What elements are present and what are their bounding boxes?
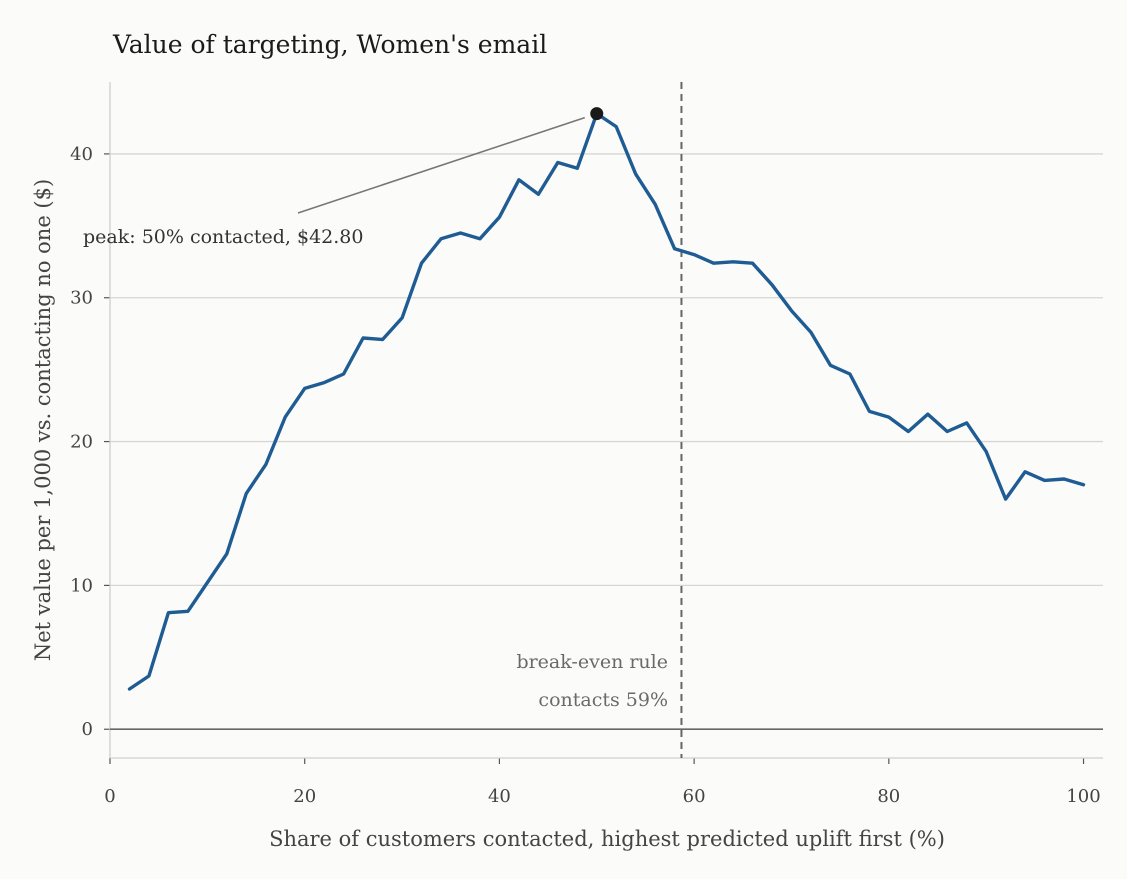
peak-point: [590, 107, 604, 121]
y-tick-label: 10: [70, 575, 93, 596]
y-tick-label: 0: [82, 719, 93, 740]
breakeven-label-line2: contacts 59%: [538, 689, 668, 711]
axes: [104, 82, 1103, 764]
annotations: peak: 50% contacted, $42.80 break-even r…: [83, 116, 668, 711]
gridlines: [110, 153, 1103, 587]
y-tick-label: 20: [70, 432, 93, 453]
y-tick-label: 40: [70, 144, 93, 165]
tick-labels: 0 10 20 30 40 0 20 40 60 80 100: [70, 144, 1101, 807]
y-axis-label: Net value per 1,000 vs. contacting no on…: [31, 179, 55, 661]
breakeven-label-line1: break-even rule: [516, 651, 668, 673]
y-tick-label: 30: [70, 288, 93, 309]
peak-label: peak: 50% contacted, $42.80: [83, 226, 363, 248]
series-line: [127, 111, 1086, 691]
peak-leader-line: [297, 116, 586, 214]
x-tick-label: 40: [488, 786, 511, 807]
x-tick-label: 0: [104, 786, 115, 807]
series-layer: [127, 107, 1086, 691]
x-axis-label: Share of customers contacted, highest pr…: [269, 827, 945, 851]
reference-lines: [110, 82, 1103, 758]
x-tick-label: 60: [683, 786, 706, 807]
x-tick-label: 80: [877, 786, 900, 807]
chart-title: Value of targeting, Women's email: [112, 30, 547, 59]
x-tick-label: 100: [1066, 786, 1100, 807]
x-tick-label: 20: [293, 786, 316, 807]
